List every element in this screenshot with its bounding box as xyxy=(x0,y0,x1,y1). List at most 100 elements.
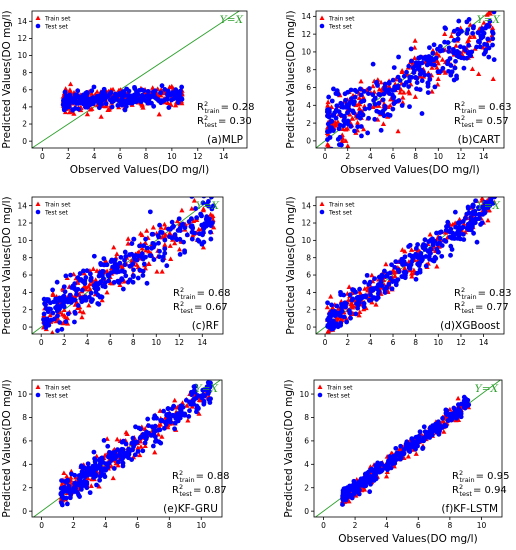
test-point xyxy=(194,403,200,409)
test-point xyxy=(194,215,200,221)
test-point xyxy=(329,98,335,104)
test-point xyxy=(147,209,153,215)
test-point xyxy=(347,292,353,298)
test-point xyxy=(366,115,371,121)
test-point xyxy=(176,216,182,222)
test-point xyxy=(461,55,467,61)
test-point xyxy=(110,95,116,101)
test-point xyxy=(451,405,457,411)
test-point xyxy=(54,279,60,285)
test-point xyxy=(159,99,165,105)
test-point xyxy=(135,449,141,454)
chart-panel-6: 0 2 4 6 8 10 0 2 4 6 8 10 Predicted Values(DO mg/l) O… xyxy=(283,379,509,545)
test-point xyxy=(64,501,70,507)
test-point xyxy=(158,229,163,235)
train-point xyxy=(476,71,482,77)
x-tick-label: 10 xyxy=(434,152,444,161)
test-point xyxy=(130,435,136,441)
test-point xyxy=(90,463,96,469)
y-tick-label: 6 xyxy=(306,271,311,280)
test-point xyxy=(123,98,128,104)
test-point xyxy=(129,241,135,246)
test-point xyxy=(76,480,82,486)
test-point xyxy=(465,27,471,33)
test-point xyxy=(160,254,166,260)
axes-frame xyxy=(313,379,503,518)
test-point xyxy=(443,239,449,244)
test-point xyxy=(392,264,398,270)
train-point xyxy=(448,33,455,39)
train-point xyxy=(450,221,456,227)
test-point xyxy=(166,105,172,110)
test-point xyxy=(470,203,476,209)
y-tick-label: 10 xyxy=(299,390,309,399)
y-tick-label: 6 xyxy=(22,437,27,446)
test-point xyxy=(406,84,412,90)
x-tick-label: 14 xyxy=(479,152,489,161)
test-point xyxy=(435,46,440,52)
test-point xyxy=(363,294,369,300)
test-point xyxy=(349,297,355,303)
test-point xyxy=(392,460,398,466)
test-point xyxy=(205,373,210,378)
test-point xyxy=(95,301,101,306)
test-point xyxy=(76,476,82,482)
test-point xyxy=(82,281,88,286)
test-point xyxy=(338,322,344,328)
y-tick-label: 6 xyxy=(304,437,309,446)
test-point xyxy=(351,101,357,107)
test-point xyxy=(438,69,443,74)
test-point xyxy=(193,206,199,211)
test-point xyxy=(384,285,390,291)
train-point xyxy=(328,293,334,299)
test-point xyxy=(401,451,407,456)
test-point xyxy=(157,222,162,228)
train-point xyxy=(190,232,196,238)
test-point xyxy=(376,100,382,106)
test-point xyxy=(455,27,460,32)
test-point xyxy=(143,254,148,260)
test-point xyxy=(413,60,419,66)
test-point xyxy=(59,326,65,332)
test-point xyxy=(135,275,141,281)
test-point xyxy=(206,199,211,204)
train-point xyxy=(80,309,86,315)
x-tick-label: 6 xyxy=(391,152,396,161)
test-point xyxy=(472,211,478,217)
y-tick-label: 0 xyxy=(306,323,311,332)
test-point xyxy=(162,86,168,92)
test-point xyxy=(140,448,146,454)
test-point xyxy=(97,477,103,483)
test-point xyxy=(48,317,54,323)
test-point xyxy=(332,323,338,329)
train-point xyxy=(347,111,353,117)
train-point xyxy=(471,34,477,39)
test-point xyxy=(385,461,391,467)
legend-test-marker xyxy=(35,392,41,398)
test-point xyxy=(387,112,393,118)
test-point xyxy=(415,242,421,247)
test-point xyxy=(67,92,73,98)
x-tick-label: 10 xyxy=(477,521,487,530)
test-point xyxy=(406,63,412,69)
x-tick-label: 10 xyxy=(196,521,206,530)
train-point xyxy=(67,87,73,92)
test-point xyxy=(156,254,162,260)
test-point xyxy=(143,436,149,442)
train-point xyxy=(481,20,487,25)
test-point xyxy=(434,246,440,252)
train-point xyxy=(358,78,364,84)
test-point xyxy=(400,258,406,264)
test-point xyxy=(118,456,124,462)
test-point xyxy=(98,279,104,285)
test-point xyxy=(358,124,364,129)
test-point xyxy=(89,471,94,477)
test-point xyxy=(326,107,332,113)
train-point xyxy=(429,88,435,94)
test-point xyxy=(411,70,417,75)
x-tick-label: 8 xyxy=(413,338,418,347)
test-point xyxy=(74,93,80,99)
test-point xyxy=(103,101,109,107)
train-point xyxy=(455,417,462,423)
test-point xyxy=(180,221,186,227)
